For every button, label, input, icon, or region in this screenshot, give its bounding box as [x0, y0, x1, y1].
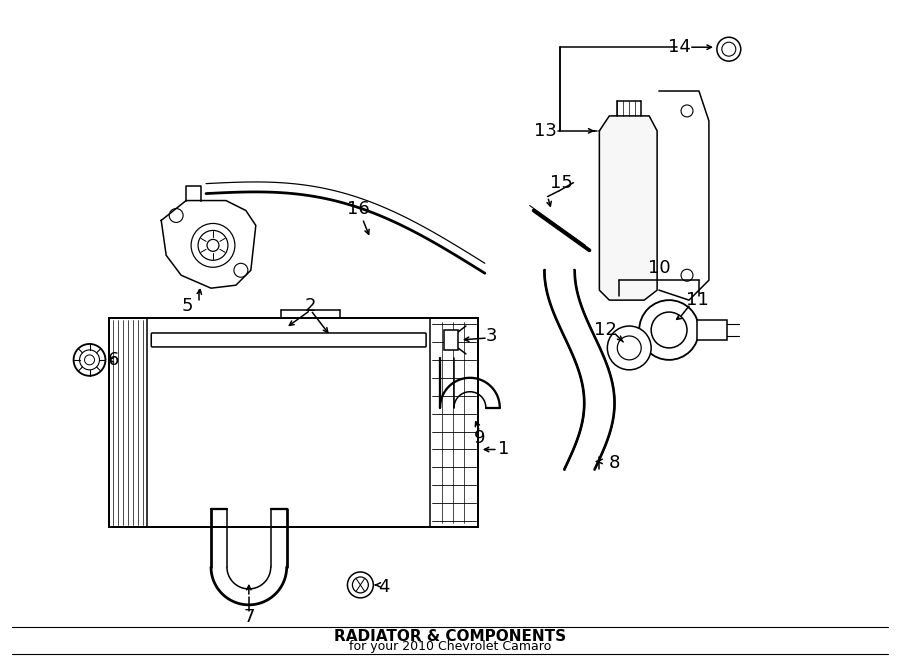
Circle shape	[169, 208, 183, 223]
FancyBboxPatch shape	[151, 333, 426, 347]
Text: 7: 7	[243, 608, 255, 626]
Bar	[110, 318, 478, 527]
Text: 14: 14	[668, 38, 690, 56]
Text: 15: 15	[550, 174, 573, 192]
Circle shape	[681, 269, 693, 281]
Text: 12: 12	[594, 321, 616, 339]
Text: 1: 1	[498, 440, 509, 459]
Circle shape	[639, 300, 699, 360]
Circle shape	[79, 350, 100, 370]
Circle shape	[608, 326, 652, 370]
Circle shape	[681, 105, 693, 117]
Circle shape	[617, 336, 641, 360]
Circle shape	[717, 37, 741, 61]
Circle shape	[198, 231, 228, 260]
Bar	[430, 318, 478, 527]
Text: 8: 8	[608, 455, 620, 473]
Circle shape	[353, 577, 368, 593]
Circle shape	[191, 223, 235, 267]
Circle shape	[722, 42, 736, 56]
Text: 6: 6	[108, 351, 119, 369]
Circle shape	[74, 344, 105, 376]
Circle shape	[85, 355, 94, 365]
Text: 5: 5	[182, 297, 193, 315]
Bar	[697, 320, 727, 340]
Bar	[444, 330, 458, 350]
Text: 10: 10	[648, 259, 670, 277]
Text: 13: 13	[535, 122, 557, 140]
Text: RADIATOR & COMPONENTS: RADIATOR & COMPONENTS	[334, 629, 566, 644]
Text: 16: 16	[347, 200, 370, 217]
Text: 9: 9	[474, 428, 486, 447]
Circle shape	[652, 312, 687, 348]
Circle shape	[207, 239, 219, 251]
Bar	[110, 318, 148, 527]
Text: 4: 4	[379, 578, 390, 596]
Text: 11: 11	[686, 291, 708, 309]
Circle shape	[347, 572, 374, 598]
Circle shape	[234, 263, 248, 277]
Text: 3: 3	[486, 327, 498, 345]
Text: for your 2010 Chevrolet Camaro: for your 2010 Chevrolet Camaro	[349, 640, 551, 653]
Text: 2: 2	[305, 297, 316, 315]
